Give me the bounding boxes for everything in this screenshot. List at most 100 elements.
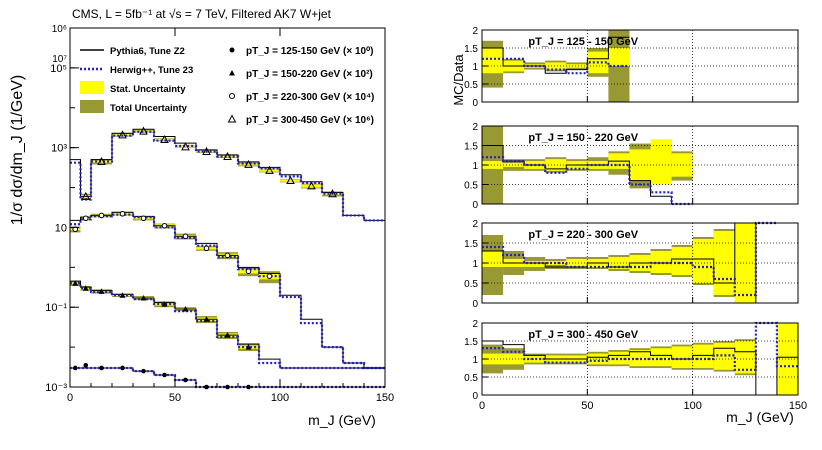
- data-point-dot: [183, 377, 188, 383]
- data-point-open-triangle: [328, 189, 337, 198]
- ratio-y-tick-label: 2: [472, 122, 478, 133]
- data-point-triangle: [119, 292, 126, 298]
- ratio-y-tick-label: 1: [472, 161, 478, 172]
- main-y-tick-label: 10⁵: [50, 63, 67, 75]
- ratio-pythia-line: [482, 340, 798, 396]
- legend-circle-marker: [229, 93, 235, 99]
- ratio-y-tick-label: 1.5: [464, 337, 478, 348]
- data-point-circle: [245, 268, 252, 274]
- ratio-pythia-line: [482, 36, 630, 74]
- ratio-x-tick-label: 50: [581, 400, 593, 412]
- main-y-tick-label: 10⁻³: [45, 382, 67, 394]
- stat-uncertainty-band: [217, 155, 238, 158]
- ratio-panel-title: pT_J = 150 - 220 GeV: [528, 132, 638, 144]
- data-point-circle: [182, 233, 189, 240]
- legend-right-label: pT_J = 300-450 GeV (× 10⁶): [246, 115, 374, 126]
- ratio-stat-band: [692, 239, 714, 283]
- data-point-open-triangle: [244, 159, 253, 168]
- ratio-stat-band: [671, 247, 693, 275]
- ratio-stat-band: [503, 353, 525, 365]
- main-x-tick-label: 50: [169, 392, 181, 404]
- ratio-stat-band: [566, 259, 588, 267]
- legend-right-label: pT_J = 125-150 GeV (× 10⁰): [246, 46, 373, 57]
- legend-dot-marker: [229, 47, 235, 53]
- data-point-circle: [266, 273, 273, 279]
- ratio-stat-band: [629, 149, 651, 181]
- ratio-stat-band: [671, 153, 693, 177]
- legend-total-swatch: [80, 100, 104, 113]
- ratio-panel: 0 0.5 1 1.5 2 pT_J = 300 - 450 GeV 0 50 100 150: [464, 319, 807, 412]
- data-point-circle: [224, 252, 231, 259]
- ratio-panel: 0 0.5 1 1.5 2 pT_J = 220 - 300 GeV: [464, 219, 799, 310]
- ratio-stat-band: [692, 344, 714, 368]
- data-point-open-triangle: [223, 151, 232, 161]
- data-point-dot: [120, 365, 125, 371]
- main-y-axis-label: 1/σ dσ/dm_J (1/GeV): [9, 75, 26, 225]
- legend-right-label: pT_J = 220-300 GeV (× 10⁴): [246, 92, 374, 103]
- ratio-y-tick-label: 2: [472, 319, 478, 330]
- data-point-circle: [140, 215, 147, 222]
- ratio-y-tick-label: 0: [472, 200, 478, 211]
- data-point-dot: [141, 368, 146, 374]
- ratio-stat-band: [524, 355, 546, 363]
- legend-left-label: Stat. Uncertainty: [110, 84, 186, 95]
- data-point-open-triangle: [307, 181, 316, 190]
- data-point-dot: [162, 372, 167, 378]
- legend-right-label: pT_J = 150-220 GeV (× 10²): [246, 69, 373, 80]
- data-point-circle: [161, 222, 168, 229]
- ratio-stat-band: [587, 353, 609, 365]
- main-y-top-tick-label: 10⁶: [52, 24, 67, 35]
- ratio-stat-band: [608, 351, 630, 365]
- ratio-stat-band: [734, 341, 756, 374]
- ratio-stat-band: [650, 251, 672, 273]
- main-mc-lines: [70, 128, 385, 389]
- ratio-y-tick-label: 2: [472, 219, 478, 230]
- legend-open-triangle-marker: [227, 114, 237, 123]
- ratio-x-tick-label: 0: [479, 400, 485, 412]
- ratio-pythia-line: [482, 222, 777, 304]
- data-point-circle: [98, 212, 105, 219]
- ratio-panels: 0 0.5 1 1.5 2 pT_J = 125 - 150 GeV 0 0.5 1 1.5 2 pT…: [464, 26, 807, 412]
- ratio-stat-band: [545, 159, 567, 171]
- data-point-open-triangle: [139, 126, 148, 135]
- ratio-y-tick-label: 0: [472, 299, 478, 310]
- ratio-panel: 0 0.5 1 1.5 2 pT_J = 150 - 220 GeV: [464, 122, 799, 211]
- ratio-y-tick-label: 1: [472, 62, 478, 73]
- data-point-circle: [203, 245, 210, 252]
- ratio-y-tick-label: 1: [472, 259, 478, 270]
- data-point-triangle: [72, 280, 79, 286]
- main-plot: 0 50 100 150 10⁻³ 10⁻¹ 10 10³ 10⁵ 10⁶ 10⁷ m_J (GeV…: [9, 24, 394, 428]
- main-y-tick-label: 10³: [51, 143, 67, 155]
- ratio-y-tick-label: 1.5: [464, 142, 478, 153]
- data-point-dot: [72, 365, 78, 371]
- main-x-tick-label: 0: [67, 392, 73, 404]
- ratio-y-tick-label: 1: [472, 355, 478, 366]
- main-y-tick-label: 10: [55, 222, 67, 234]
- data-point-open-triangle: [265, 165, 274, 174]
- ratio-panel-title: pT_J = 300 - 450 GeV: [528, 329, 638, 341]
- data-point-triangle: [161, 301, 168, 307]
- data-point-circle: [119, 210, 126, 217]
- data-point-triangle: [140, 295, 147, 301]
- data-point-open-triangle: [202, 146, 211, 156]
- data-point-triangle: [245, 344, 252, 350]
- herwig-step-line: [70, 213, 385, 370]
- stat-uncertainty-band: [238, 163, 259, 166]
- ratio-x-tick-label: 150: [789, 400, 807, 412]
- ratio-y-axis-label: MC/Data: [451, 54, 466, 106]
- ratio-x-tick-label: 100: [683, 400, 701, 412]
- ratio-herwig-line: [482, 156, 693, 206]
- main-data-markers: [72, 126, 337, 390]
- ratio-stat-band: [650, 139, 672, 185]
- legend-triangle-marker: [229, 70, 235, 76]
- ratio-panel-title: pT_J = 125 - 150 GeV: [528, 36, 638, 48]
- ratio-stat-band: [671, 346, 693, 368]
- data-point-triangle: [224, 332, 231, 338]
- data-point-dot: [83, 362, 89, 368]
- ratio-y-tick-label: 2: [472, 26, 478, 37]
- legend-left: Pythia6, Tune Z2 Herwig++, Tune 23 Stat. U…: [80, 46, 193, 114]
- ratio-stat-band: [482, 251, 504, 267]
- main-x-tick-label: 100: [271, 392, 289, 404]
- ratio-x-axis-label: m_J (GeV): [726, 409, 794, 425]
